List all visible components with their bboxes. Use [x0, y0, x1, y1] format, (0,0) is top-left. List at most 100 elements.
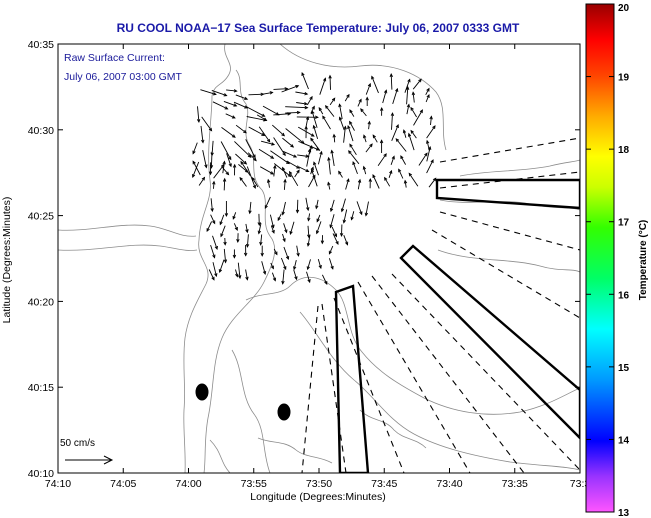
current-vector — [368, 121, 370, 130]
current-vector — [412, 92, 415, 103]
current-vector — [286, 160, 300, 169]
current-vector — [285, 111, 300, 114]
current-vector — [316, 214, 321, 222]
current-vector — [200, 89, 217, 95]
y-axis: 40:35 40:30 40:25 40:20 40:15 40:10 — [28, 39, 580, 480]
current-vector-head — [271, 229, 275, 234]
current-vector-head — [371, 75, 375, 80]
current-vector-head — [231, 115, 236, 119]
current-vector-head — [285, 256, 290, 261]
current-vector-head — [248, 210, 252, 215]
y-tick-label: 40:30 — [28, 125, 54, 137]
current-vector-head — [327, 181, 331, 186]
current-vector — [328, 245, 334, 254]
current-vector — [261, 261, 266, 275]
current-vector — [390, 156, 395, 165]
current-vector — [212, 262, 217, 277]
current-vector — [235, 124, 247, 134]
current-vector — [272, 124, 285, 137]
colorbar-label: Temperature (°C) — [638, 220, 649, 301]
current-vector-head — [339, 233, 344, 238]
coastline-inner — [58, 224, 198, 251]
current-vector-head — [260, 252, 264, 257]
current-vector-head — [403, 179, 408, 184]
current-vector — [235, 153, 247, 165]
current-vector-head — [295, 209, 300, 214]
current-vector-head — [252, 185, 256, 189]
current-vector-head — [293, 154, 298, 158]
current-vector-head — [306, 207, 310, 212]
current-vector — [306, 271, 311, 283]
annotation-line-2: July 06, 2007 03:00 GMT — [64, 71, 182, 83]
current-vector-head — [418, 78, 422, 83]
x-tick-label: 73:3 — [570, 478, 591, 490]
current-vector — [425, 94, 430, 103]
current-vector — [325, 105, 335, 117]
current-vector — [339, 104, 343, 119]
current-vector-head — [400, 155, 404, 160]
current-vector-head — [322, 115, 326, 120]
radial-coverage-lines — [301, 137, 580, 473]
current-vector — [285, 128, 305, 144]
current-vector — [221, 127, 236, 138]
current-vector-head — [296, 252, 300, 257]
current-vector-head — [430, 159, 434, 164]
current-vector-head — [236, 239, 240, 244]
current-vector — [410, 107, 417, 118]
current-vector — [360, 108, 367, 117]
current-vector — [406, 104, 410, 115]
current-vector-head — [208, 171, 213, 176]
current-vector — [219, 259, 225, 273]
current-vector-head — [338, 103, 342, 108]
current-vector-head — [331, 97, 336, 102]
current-vector — [333, 134, 336, 143]
colorbar-ramp — [585, 3, 615, 513]
x-tick-label: 73:35 — [502, 478, 528, 490]
x-tick-label: 74:00 — [175, 478, 201, 490]
current-vector-head — [312, 174, 316, 179]
current-vector-head — [295, 85, 300, 89]
current-vector-head — [305, 168, 310, 173]
current-vector — [198, 177, 205, 186]
current-vector — [327, 182, 331, 190]
current-vector-head — [211, 276, 215, 281]
current-vector-head — [310, 166, 314, 171]
current-vector — [384, 177, 391, 187]
current-vector-head — [206, 228, 210, 233]
current-vector-head — [196, 119, 201, 124]
current-vector-head — [228, 163, 232, 168]
x-tick-label: 74:10 — [45, 478, 71, 490]
current-vector — [329, 75, 331, 90]
current-vector — [307, 234, 311, 246]
current-vector-head — [372, 134, 376, 139]
current-vector — [219, 214, 225, 225]
current-vector-head — [304, 105, 309, 110]
radial-coverage-line — [357, 281, 471, 473]
current-vector-head — [318, 107, 322, 111]
current-vector-head — [426, 87, 430, 92]
current-vector-head — [306, 266, 310, 271]
x-axis: 74:10 74:05 74:00 73:55 73:50 73:45 73:40 73:35… — [45, 44, 591, 490]
current-vector — [197, 106, 200, 123]
current-vector — [344, 94, 350, 102]
current-vector — [192, 161, 201, 176]
colorbar-tick-label: 17 — [618, 218, 630, 229]
current-vector-head — [329, 224, 333, 229]
current-vector — [260, 140, 275, 146]
current-vector — [248, 93, 264, 96]
current-vector-head — [369, 143, 373, 148]
current-vector — [256, 114, 267, 121]
current-vector-head — [309, 145, 313, 149]
current-vector-head — [314, 115, 319, 119]
colorbar-tick-label: 15 — [618, 363, 630, 374]
contour-near-shore — [203, 69, 276, 473]
current-vector-head — [411, 91, 416, 96]
current-vector-head — [252, 154, 256, 159]
current-vector — [328, 157, 331, 175]
current-vector-head — [244, 96, 249, 100]
current-vector-head — [379, 106, 384, 111]
current-vector — [388, 170, 392, 178]
current-vector — [306, 149, 311, 167]
current-vector-head — [282, 238, 286, 243]
current-vector-head — [281, 132, 286, 137]
